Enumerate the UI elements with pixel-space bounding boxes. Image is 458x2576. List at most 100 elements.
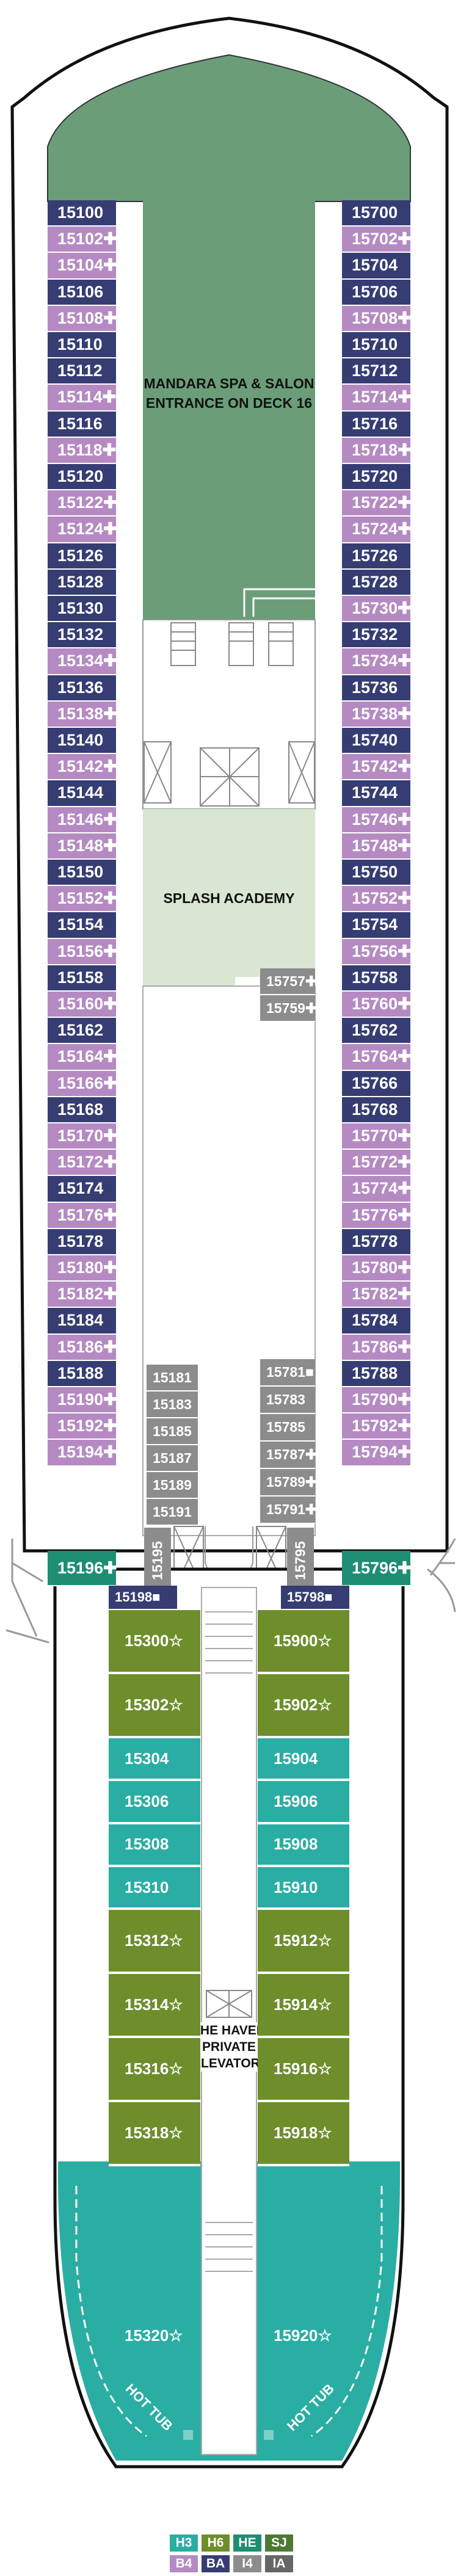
cabin-15140[interactable]: 15140 [48,728,116,755]
cabin-15320[interactable]: 15320☆ [125,2326,183,2345]
cabin-15168[interactable]: 15168 [48,1097,116,1123]
cabin-15772[interactable]: 15772✚ [342,1150,412,1177]
cabin-15308[interactable]: 15308 [109,1824,200,1868]
cabin-15774[interactable]: 15774✚ [342,1176,412,1203]
cabin-15156[interactable]: 15156✚ [48,938,117,965]
cabin-15108[interactable]: 15108✚ [48,305,117,332]
cabin-15914[interactable]: 15914☆ [258,1974,349,2039]
cabin-15166[interactable]: 15166✚ [48,1070,117,1097]
cabin-15104[interactable]: 15104✚ [48,253,117,280]
cabin-15192[interactable]: 15192✚ [48,1413,117,1440]
cabin-15742[interactable]: 15742✚ [342,754,412,781]
cabin-15918[interactable]: 15918☆ [258,2102,349,2167]
cabin-15188[interactable]: 15188 [48,1360,116,1387]
cabin-15310[interactable]: 15310 [109,1867,200,1910]
cabin-15754[interactable]: 15754 [342,912,410,939]
cabin-15704[interactable]: 15704 [342,253,410,280]
cabin-15150[interactable]: 15150 [48,860,116,887]
cabin-15794[interactable]: 15794✚ [342,1440,412,1467]
cabin-15724[interactable]: 15724✚ [342,517,412,543]
cabin-15124[interactable]: 15124✚ [48,517,117,543]
cabin-15759[interactable]: 15759✚ [260,995,317,1022]
cabin-15784[interactable]: 15784 [342,1308,410,1335]
cabin-15792[interactable]: 15792✚ [342,1413,412,1440]
cabin-15706[interactable]: 15706 [342,279,410,306]
cabin-15780[interactable]: 15780✚ [342,1255,412,1282]
cabin-15114[interactable]: 15114✚ [48,385,116,412]
cabin-15182[interactable]: 15182✚ [48,1282,117,1308]
cabin-15708[interactable]: 15708✚ [342,305,412,332]
cabin-15728[interactable]: 15728 [342,569,410,596]
cabin-15752[interactable]: 15752✚ [342,886,412,913]
cabin-15304[interactable]: 15304 [109,1738,200,1782]
cabin-15781[interactable]: 15781■ [260,1359,315,1387]
cabin-15146[interactable]: 15146✚ [48,807,117,833]
cabin-15712[interactable]: 15712 [342,358,410,385]
cabin-15198[interactable]: 15198■ [109,1586,177,1610]
cabin-15190[interactable]: 15190✚ [48,1387,117,1414]
cabin-15795[interactable]: 15795 [287,1526,314,1594]
cabin-15158[interactable]: 15158 [48,965,116,992]
cabin-15904[interactable]: 15904 [258,1738,349,1782]
cabin-15138[interactable]: 15138✚ [48,701,117,728]
cabin-15757[interactable]: 15757✚ [260,968,317,995]
cabin-15126[interactable]: 15126 [48,543,116,570]
cabin-15102[interactable]: 15102✚ [48,227,117,253]
cabin-15726[interactable]: 15726 [342,543,410,570]
cabin-15170[interactable]: 15170✚ [48,1123,117,1150]
cabin-15186[interactable]: 15186✚ [48,1334,117,1361]
cabin-15744[interactable]: 15744 [342,780,410,807]
cabin-15714[interactable]: 15714✚ [342,385,412,412]
cabin-15920[interactable]: 15920☆ [274,2326,332,2345]
cabin-15732[interactable]: 15732 [342,622,410,649]
cabin-15788[interactable]: 15788 [342,1360,410,1387]
cabin-15120[interactable]: 15120 [48,464,116,491]
cabin-15720[interactable]: 15720 [342,464,410,491]
cabin-15770[interactable]: 15770✚ [342,1123,412,1150]
cabin-15118[interactable]: 15118✚ [48,437,116,464]
cabin-15746[interactable]: 15746✚ [342,807,412,833]
cabin-15786[interactable]: 15786✚ [342,1334,412,1361]
cabin-15760[interactable]: 15760✚ [342,992,412,1018]
cabin-15908[interactable]: 15908 [258,1824,349,1868]
cabin-15738[interactable]: 15738✚ [342,701,412,728]
cabin-15160[interactable]: 15160✚ [48,992,117,1018]
cabin-15314[interactable]: 15314☆ [109,1974,200,2039]
cabin-15912[interactable]: 15912☆ [258,1910,349,1975]
cabin-15710[interactable]: 15710 [342,332,410,359]
cabin-15122[interactable]: 15122✚ [48,490,117,517]
cabin-15180[interactable]: 15180✚ [48,1255,117,1282]
cabin-15783[interactable]: 15783 [260,1387,315,1414]
cabin-15184[interactable]: 15184 [48,1308,116,1335]
cabin-15148[interactable]: 15148✚ [48,833,117,860]
cabin-15700[interactable]: 15700 [342,200,410,227]
cabin-15740[interactable]: 15740 [342,728,410,755]
cabin-15702[interactable]: 15702✚ [342,227,412,253]
cabin-15194[interactable]: 15194✚ [48,1440,117,1467]
cabin-15130[interactable]: 15130 [48,596,116,623]
cabin-15100[interactable]: 15100 [48,200,116,227]
cabin-15718[interactable]: 15718✚ [342,437,412,464]
cabin-15152[interactable]: 15152✚ [48,886,117,913]
cabin-15116[interactable]: 15116 [48,411,116,438]
cabin-15162[interactable]: 15162 [48,1018,116,1045]
cabin-15178[interactable]: 15178 [48,1228,116,1255]
cabin-15144[interactable]: 15144 [48,780,116,807]
cabin-15185[interactable]: 15185 [147,1418,198,1445]
cabin-15900[interactable]: 15900☆ [258,1610,349,1674]
cabin-15312[interactable]: 15312☆ [109,1910,200,1975]
cabin-15902[interactable]: 15902☆ [258,1674,349,1738]
cabin-15174[interactable]: 15174 [48,1176,116,1203]
cabin-15128[interactable]: 15128 [48,569,116,596]
cabin-15798[interactable]: 15798■ [281,1586,349,1610]
cabin-15164[interactable]: 15164✚ [48,1044,117,1071]
cabin-15787[interactable]: 15787✚ [260,1442,317,1469]
cabin-15789[interactable]: 15789✚ [260,1469,317,1497]
cabin-15768[interactable]: 15768 [342,1097,410,1123]
cabin-15758[interactable]: 15758 [342,965,410,992]
cabin-15756[interactable]: 15756✚ [342,938,412,965]
cabin-15136[interactable]: 15136 [48,675,116,702]
cabin-15716[interactable]: 15716 [342,411,410,438]
cabin-15776[interactable]: 15776✚ [342,1202,412,1229]
cabin-15750[interactable]: 15750 [342,860,410,887]
